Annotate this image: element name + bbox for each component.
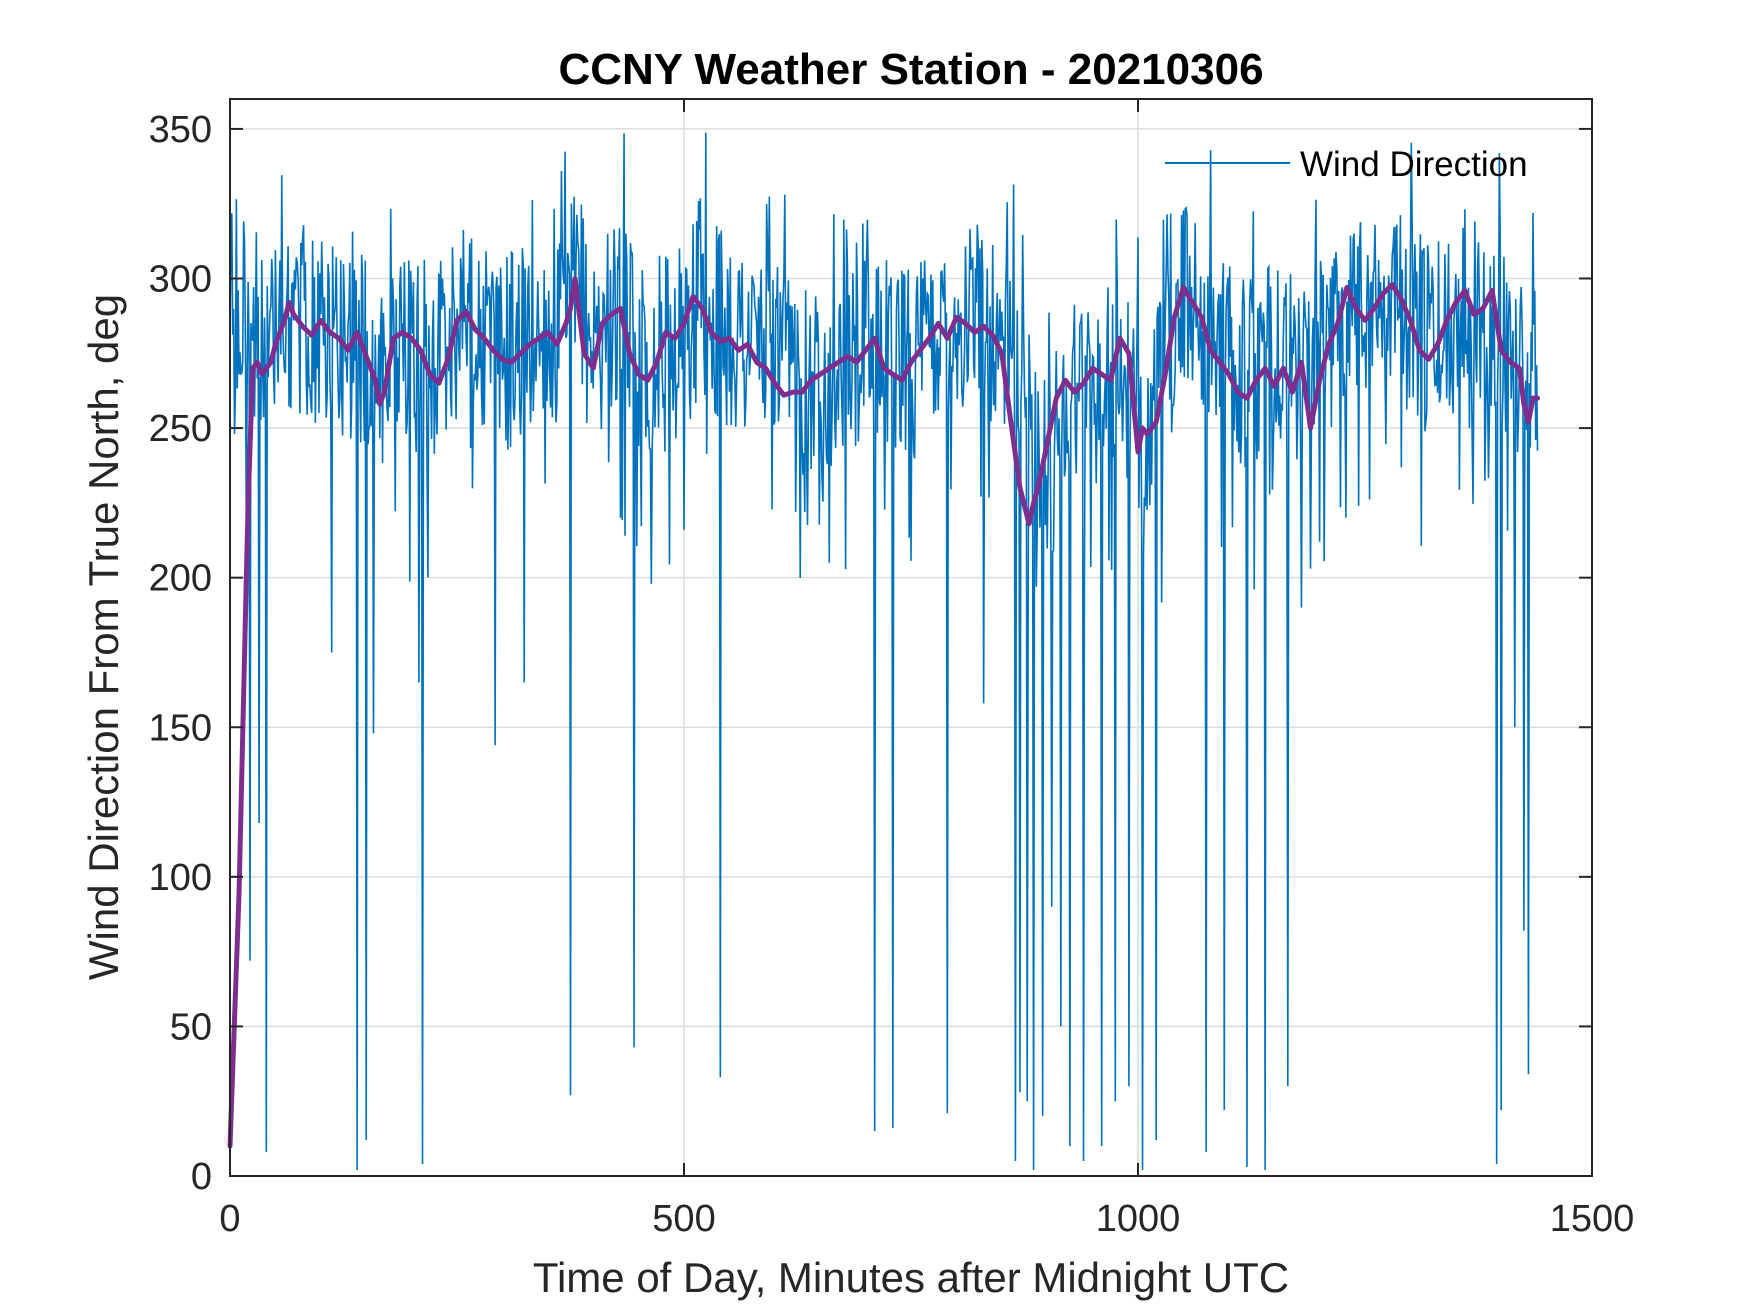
x-tick-label: 500	[652, 1198, 715, 1240]
y-tick-label: 200	[149, 558, 212, 600]
plot-area-background	[230, 99, 1592, 1176]
x-tick-label: 0	[219, 1198, 240, 1240]
series-line-wind-direction	[229, 132, 1539, 1171]
y-tick-label: 150	[149, 707, 212, 749]
y-tick-label: 350	[149, 109, 212, 151]
y-tick-label: 0	[191, 1156, 212, 1198]
legend: Wind Direction	[1165, 145, 1528, 184]
chart-title: CCNY Weather Station - 20210306	[558, 45, 1263, 94]
series-line-smoothed-wind-direction	[227, 276, 1541, 1149]
legend-label-wind-direction: Wind Direction	[1300, 145, 1528, 184]
axes-box	[229, 98, 1593, 1177]
x-axis-label: Time of Day, Minutes after Midnight UTC	[533, 1254, 1289, 1301]
x-tick-label: 1000	[1096, 1198, 1181, 1240]
y-tick-label: 50	[170, 1006, 212, 1048]
x-tick-label: 1500	[1550, 1198, 1635, 1240]
y-tick-label: 300	[149, 259, 212, 301]
raw-series-layer	[229, 132, 1539, 1171]
y-axis-label: Wind Direction From True North, deg	[80, 294, 127, 980]
ticks: 0 500 1000 1500 0 50 100 150 200 250 300 350	[149, 99, 1635, 1240]
smoothed-series-layer	[227, 276, 1541, 1149]
y-tick-label: 100	[149, 857, 212, 899]
y-tick-label: 250	[149, 408, 212, 450]
